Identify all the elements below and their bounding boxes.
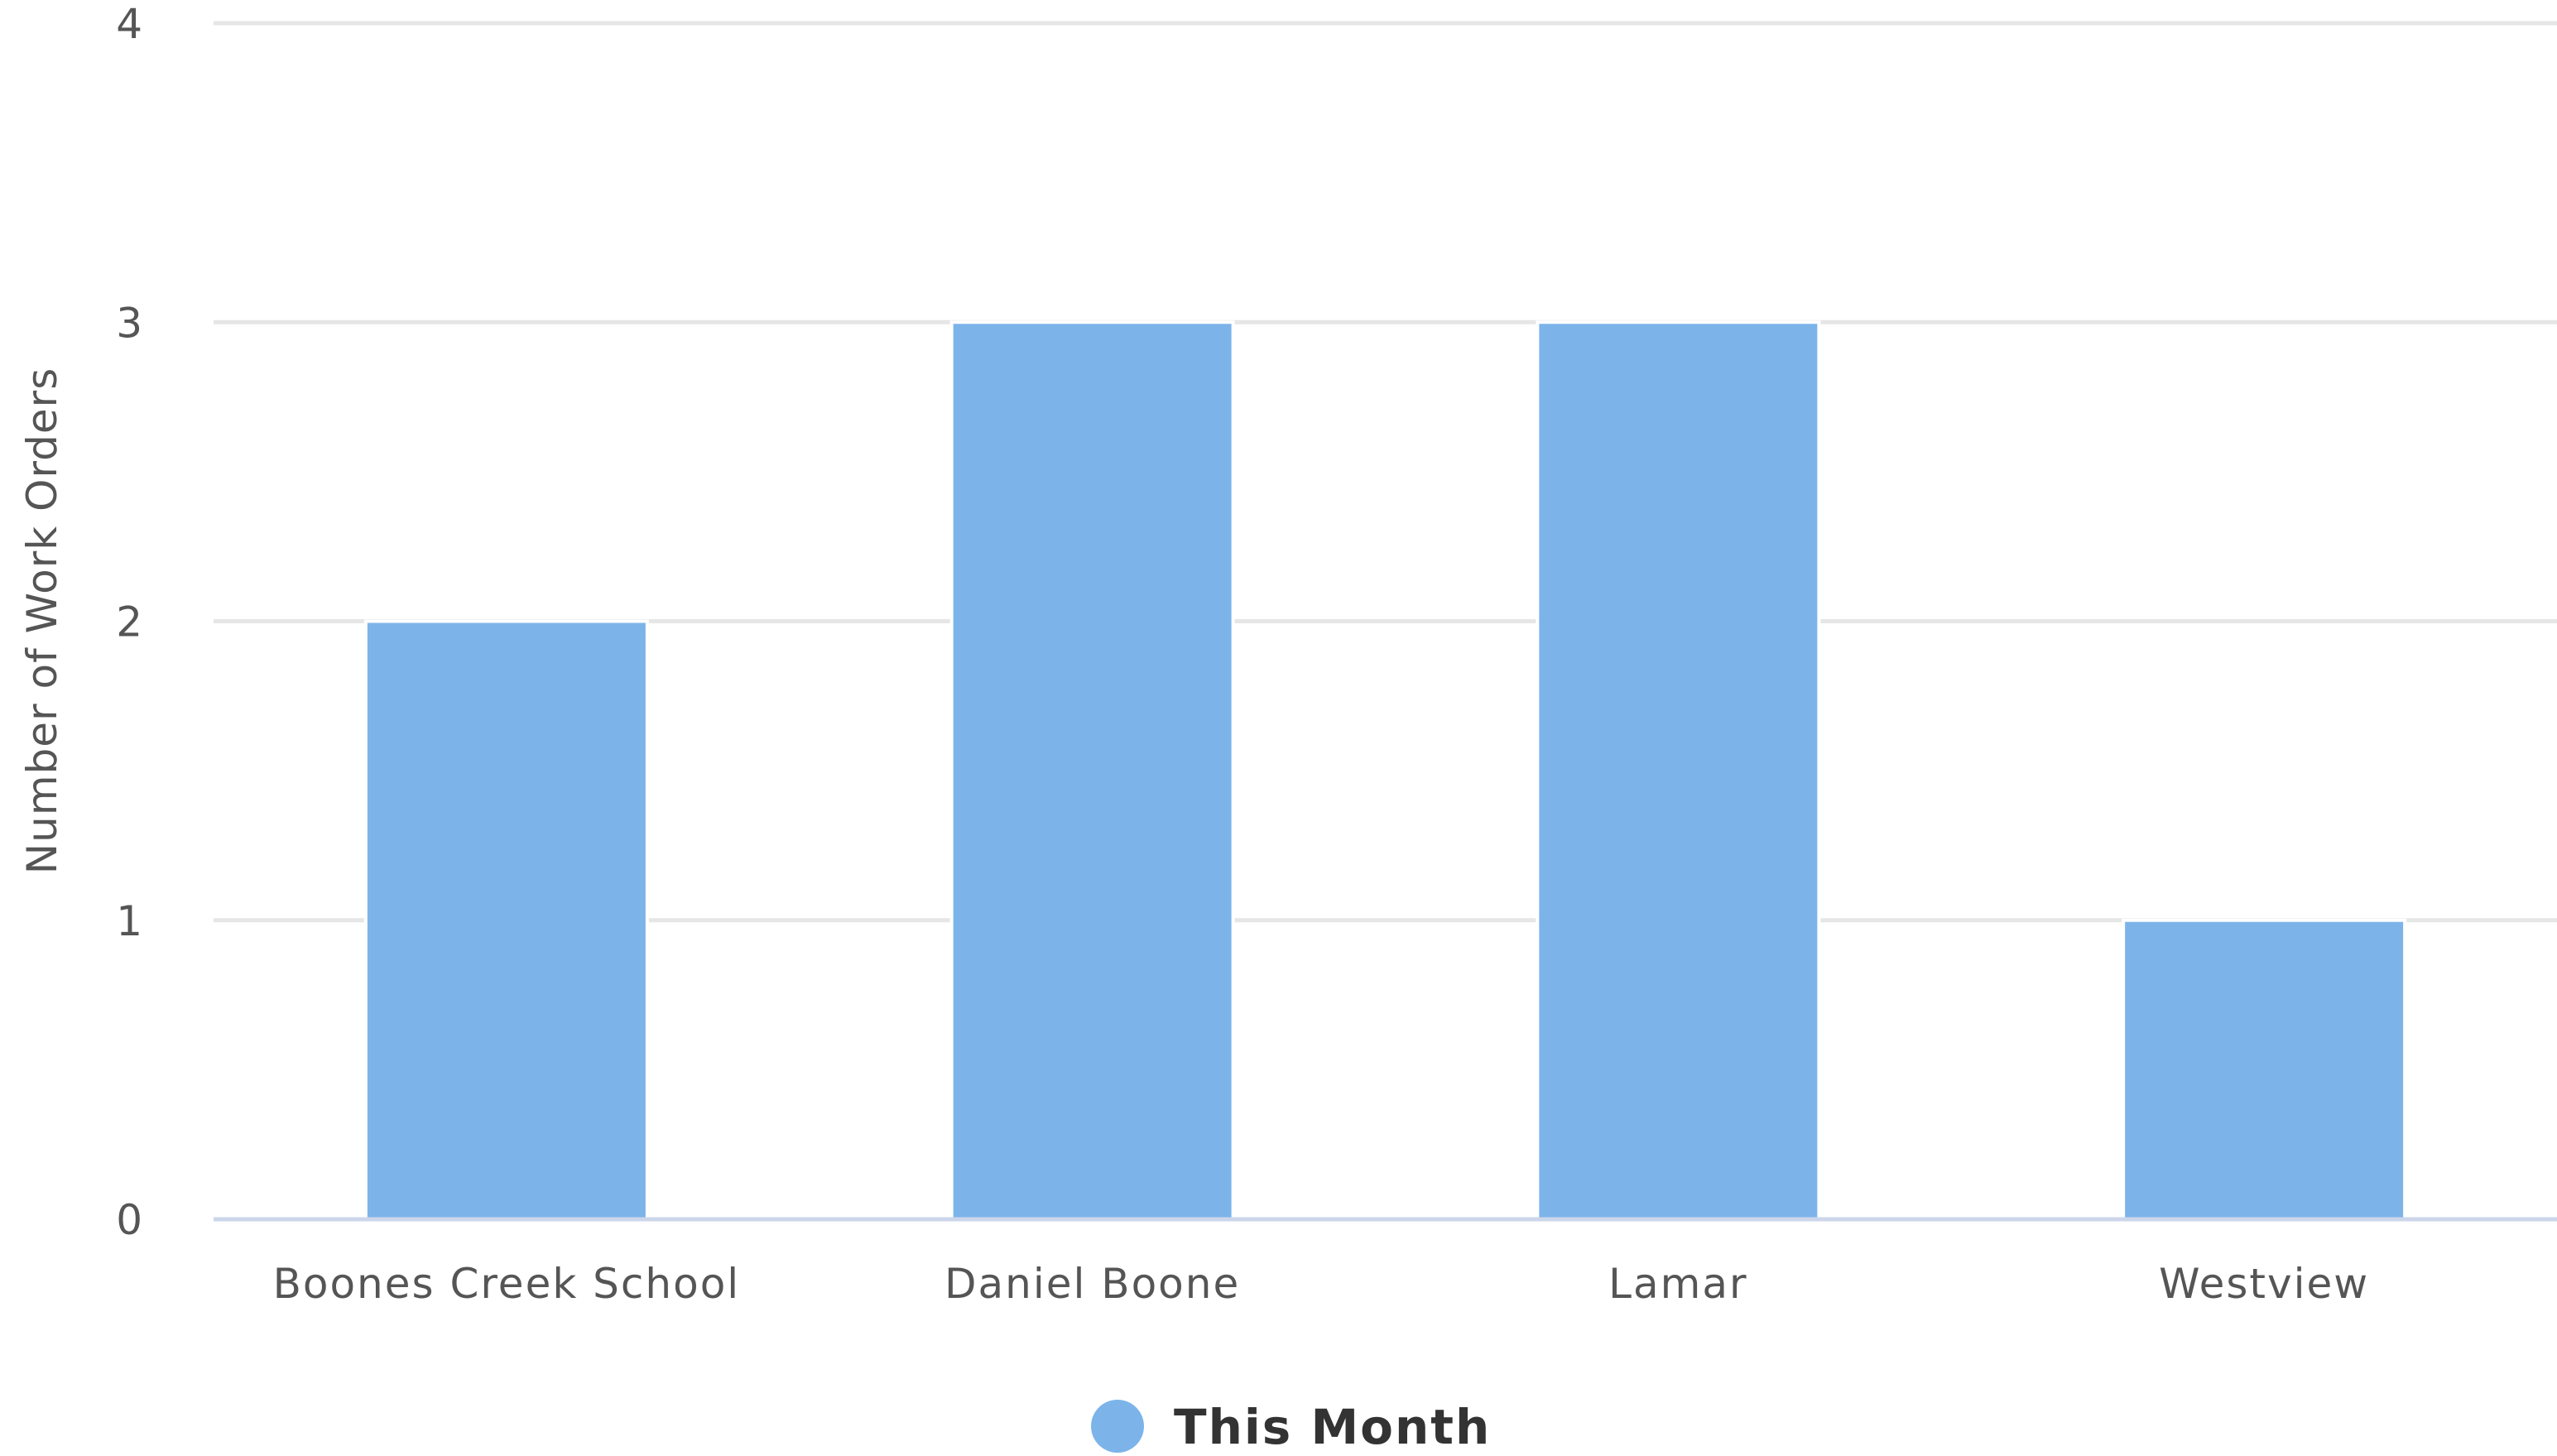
bar-lamar[interactable]: [1536, 320, 1821, 1221]
y-axis-title: Number of Work Orders: [18, 368, 66, 874]
bar-boones-creek-school[interactable]: [363, 619, 649, 1221]
bar-daniel-boone[interactable]: [949, 320, 1235, 1221]
x-tick-label-lamar: Lamar: [1608, 1260, 1747, 1308]
bar-westview[interactable]: [2122, 918, 2407, 1221]
axes: 0 1 2 3 4 Boones Creek School Daniel Boone Lama…: [116, 0, 2557, 1308]
x-tick-label-daniel-boone: Daniel Boone: [944, 1260, 1240, 1308]
y-tick-label-0: 0: [116, 1196, 142, 1244]
legend[interactable]: This Month: [1091, 1399, 1491, 1455]
x-tick-label-boones-creek-school: Boones Creek School: [273, 1260, 741, 1308]
y-tick-label-1: 1: [116, 897, 142, 945]
bars: [363, 320, 2407, 1221]
y-tick-label-2: 2: [116, 598, 142, 646]
legend-marker-this-month[interactable]: [1091, 1400, 1144, 1453]
legend-label-this-month[interactable]: This Month: [1174, 1399, 1491, 1455]
x-tick-label-westview: Westview: [2159, 1260, 2369, 1308]
y-tick-label-3: 3: [116, 299, 142, 347]
y-tick-label-4: 4: [116, 0, 142, 48]
